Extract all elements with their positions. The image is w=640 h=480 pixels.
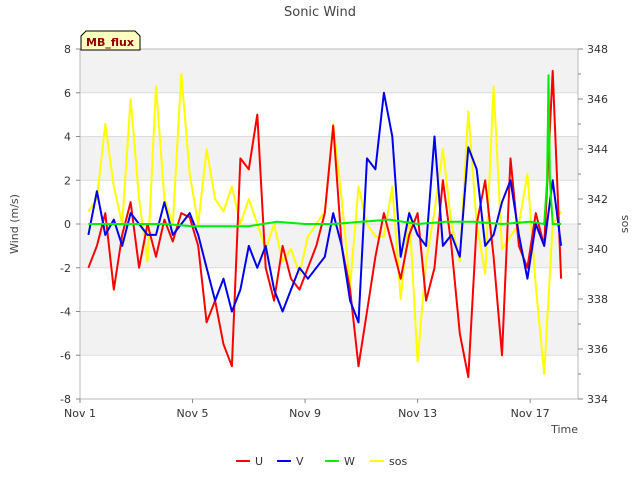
y2-tick-label: 340 [587, 243, 608, 256]
y-tick-label: -2 [60, 262, 71, 275]
site-badge-label: MB_flux [86, 36, 134, 49]
y2-tick-label: 342 [587, 193, 608, 206]
y2-tick-label: 344 [587, 143, 608, 156]
y-axis-label: Wind (m/s) [8, 194, 21, 254]
legend-label-v: V [296, 455, 304, 468]
y2-tick-label: 346 [587, 93, 608, 106]
y-tick-label: -4 [60, 306, 71, 319]
y-tick-label: 0 [64, 218, 71, 231]
x-tick-label: Nov 5 [177, 407, 209, 420]
grid-band [80, 311, 578, 356]
x-tick-label: Nov 1 [64, 407, 96, 420]
legend-label-u: U [255, 455, 263, 468]
grid-band [80, 49, 578, 93]
y-tick-label: -8 [60, 393, 71, 406]
x-tick-label: Nov 13 [398, 407, 437, 420]
y-axis-ticks: -8 -6 -4 -2 0 2 4 6 8 [60, 43, 80, 406]
x-tick-label: Nov 9 [289, 407, 321, 420]
site-badge: MB_flux [80, 30, 141, 51]
y-tick-label: 4 [64, 131, 71, 144]
y2-tick-label: 334 [587, 393, 608, 406]
series-layer [87, 69, 563, 379]
y-tick-label: 2 [64, 174, 71, 187]
chart-title: Sonic Wind [284, 5, 356, 20]
y2-axis-ticks: 334 336 338 340 342 344 346 348 [578, 43, 608, 406]
y-tick-label: 8 [64, 43, 71, 56]
y2-axis-label: sos [618, 215, 631, 233]
y2-tick-label: 336 [587, 343, 608, 356]
y2-tick-label: 348 [587, 43, 608, 56]
legend-label-w: W [344, 455, 355, 468]
y-tick-label: 6 [64, 87, 71, 100]
y-tick-label: -6 [60, 349, 71, 362]
series-line-w [88, 74, 562, 228]
y2-tick-label: 338 [587, 293, 608, 306]
series-line-u [87, 69, 563, 379]
x-tick-label: Nov 17 [511, 407, 550, 420]
legend-label-sos: sos [389, 455, 407, 468]
series-line-v [87, 91, 563, 324]
x-axis-ticks: Nov 1 Nov 5 Nov 9 Nov 13 Nov 17 [64, 399, 550, 420]
x-axis-label: Time [550, 423, 578, 436]
